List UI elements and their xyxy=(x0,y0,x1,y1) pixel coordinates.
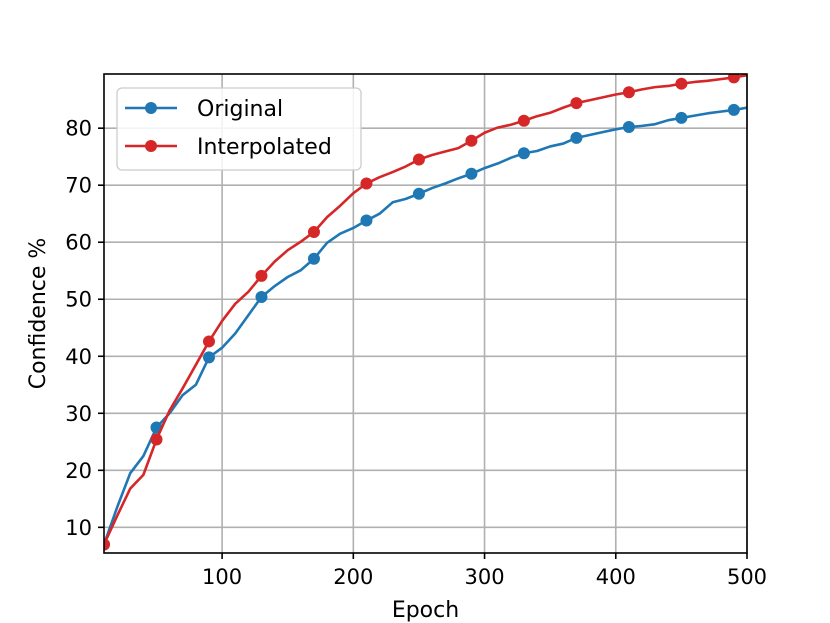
data-point xyxy=(675,111,688,124)
y-tick-label: 40 xyxy=(65,345,92,369)
x-tick-label: 200 xyxy=(333,565,373,589)
data-point xyxy=(412,153,425,166)
y-tick-label: 30 xyxy=(65,402,92,426)
data-point xyxy=(307,225,320,238)
legend-label: Original xyxy=(197,97,283,122)
legend-marker xyxy=(145,102,157,114)
data-point xyxy=(675,77,688,90)
legend-label: Interpolated xyxy=(197,135,332,160)
data-point xyxy=(622,121,635,134)
data-point xyxy=(465,134,478,147)
y-tick-label: 20 xyxy=(65,459,92,483)
data-point xyxy=(727,74,740,84)
data-point xyxy=(517,114,530,127)
data-point xyxy=(360,214,373,227)
data-point xyxy=(517,147,530,160)
data-point xyxy=(104,538,110,551)
data-point xyxy=(570,97,583,110)
x-axis-title: Epoch xyxy=(392,598,459,623)
series-interpolated xyxy=(104,74,747,551)
data-point xyxy=(360,177,373,190)
plot-frame xyxy=(103,73,748,554)
legend-box xyxy=(116,87,362,171)
data-point xyxy=(255,269,268,282)
legend-item-interpolated: Interpolated xyxy=(125,135,332,160)
data-point xyxy=(570,131,583,144)
x-tick-label: 400 xyxy=(596,565,636,589)
data-point xyxy=(150,433,163,446)
data-point xyxy=(727,103,740,116)
data-point xyxy=(465,167,478,180)
y-axis-title: Confidence % xyxy=(26,238,51,390)
series-original xyxy=(104,103,747,551)
legend-marker xyxy=(145,140,157,152)
series-layer xyxy=(104,74,747,551)
y-tick-label: 70 xyxy=(65,174,92,198)
legend-item-original: Original xyxy=(125,97,283,122)
x-tick-label: 500 xyxy=(727,565,767,589)
y-tick-label: 10 xyxy=(65,516,92,540)
y-tick-label: 80 xyxy=(65,117,92,141)
y-tick-label: 50 xyxy=(65,288,92,312)
axis-ticks: 100 200 300 400 500 10 20 30 40 50 60 70 80 xyxy=(65,117,767,589)
data-point xyxy=(307,252,320,265)
legend: Original Interpolated xyxy=(116,87,362,171)
data-point xyxy=(202,335,215,348)
data-point xyxy=(202,351,215,364)
x-tick-label: 300 xyxy=(465,565,505,589)
data-point xyxy=(412,187,425,200)
x-tick-label: 100 xyxy=(202,565,242,589)
data-point xyxy=(255,290,268,303)
y-tick-label: 60 xyxy=(65,231,92,255)
data-point xyxy=(622,86,635,99)
